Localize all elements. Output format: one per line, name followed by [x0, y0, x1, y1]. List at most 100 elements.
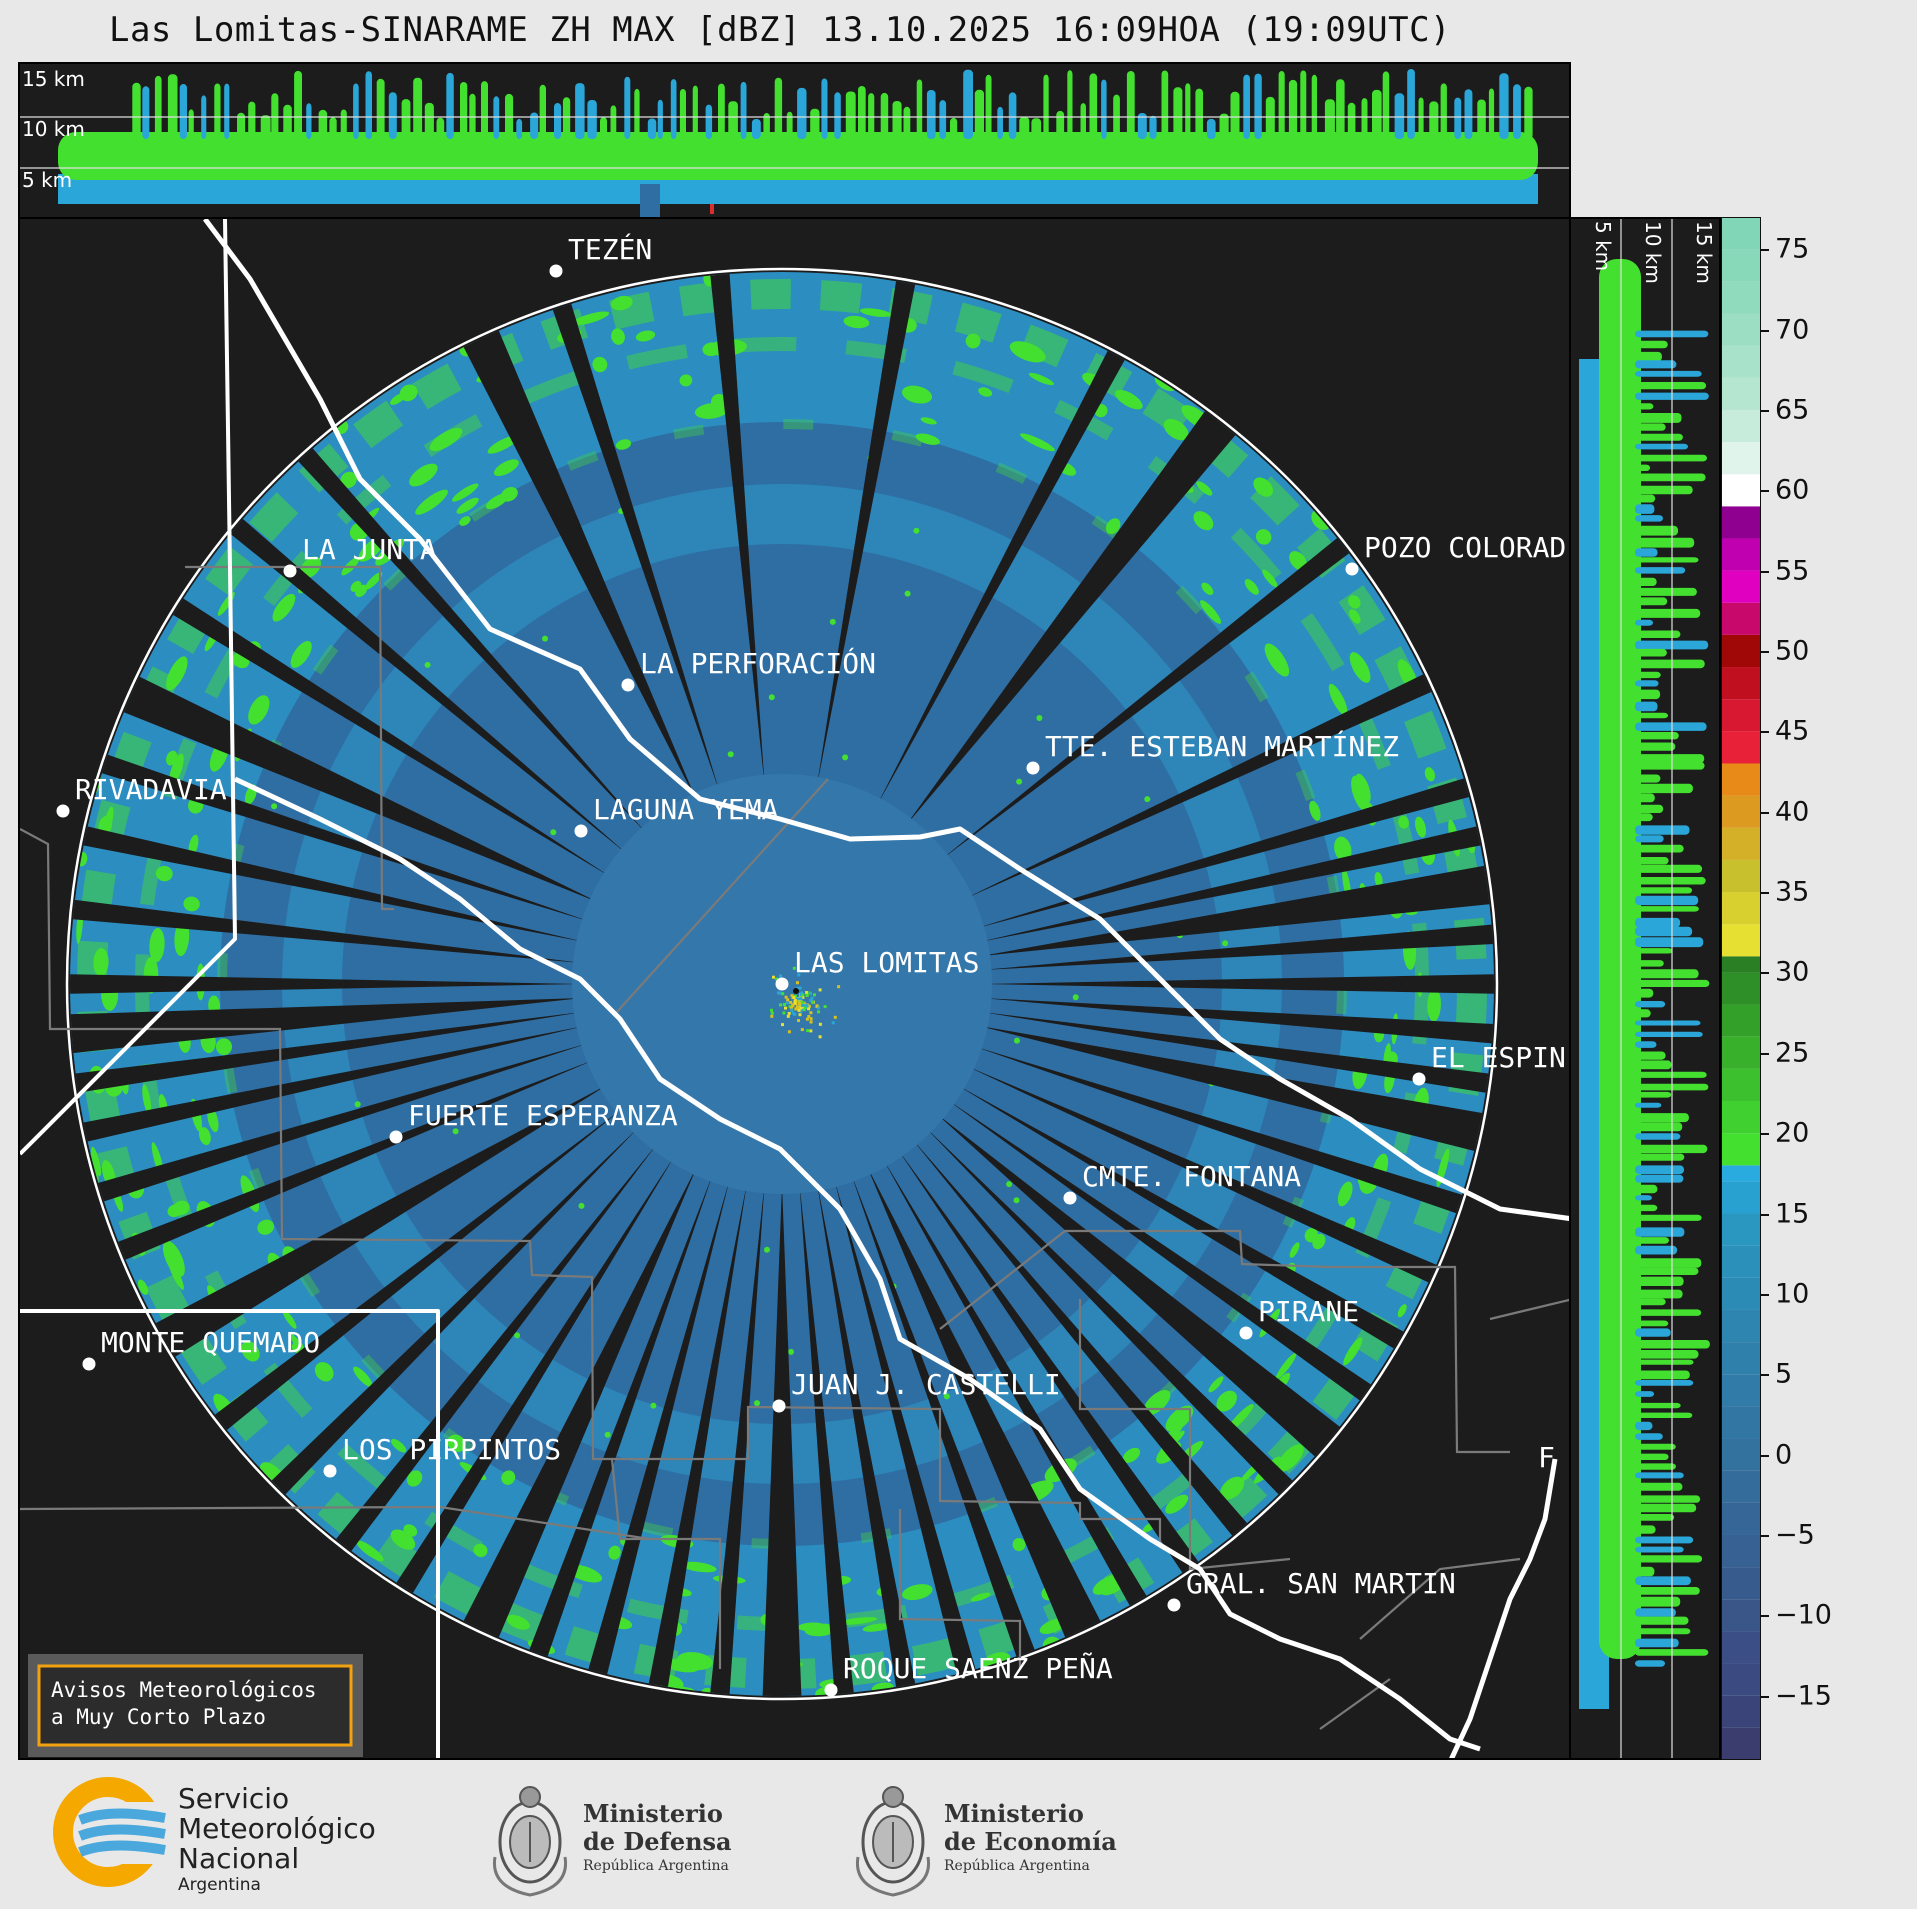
colorbar-tick-mark: [1761, 1133, 1769, 1136]
colorbar-tick: 40: [1775, 796, 1810, 828]
colorbar-tick-mark: [1761, 731, 1769, 734]
colorbar-tick: 20: [1775, 1117, 1810, 1149]
ministerio-defensa-logo: Ministerio de Defensa República Argentin…: [492, 1786, 732, 1897]
place-label-la-junta: LA JUNTA: [302, 533, 437, 566]
radar-range-ring: [65, 267, 1499, 1701]
colorbar-tick: 70: [1775, 314, 1810, 345]
smn-logo: Servicio Meteorológico Nacional Argentin…: [53, 1777, 376, 1895]
place-label-los-pirpintos: LOS PIRPINTOS: [342, 1433, 561, 1466]
right-height-label-10km: 10 km: [1641, 221, 1665, 284]
warning-box-line1: Avisos Meteorológicos: [51, 1678, 317, 1702]
place-label-laguna-yema: LAGUNA YEMA: [593, 793, 779, 826]
smn-line4: Argentina: [178, 1875, 261, 1895]
top-height-label-15km: 15 km: [22, 67, 85, 91]
smn-line2: Meteorológico: [178, 1812, 376, 1845]
place-label-pirane: PIRANE: [1258, 1295, 1359, 1328]
place-label-pozo-colorad: POZO COLORAD: [1364, 531, 1566, 564]
place-marker-tte-esteban-mart-nez: [1026, 761, 1040, 775]
colorbar-tick: 10: [1775, 1278, 1810, 1310]
colorbar-tick-mark: [1761, 1615, 1769, 1618]
place-marker-rivadavia: [56, 804, 70, 818]
warning-box[interactable]: Avisos Meteorológicos a Muy Corto Plazo: [28, 1654, 363, 1757]
colorbar-tick: −10: [1775, 1599, 1832, 1631]
defensa-line2: de Defensa: [583, 1827, 732, 1856]
smn-line1: Servicio: [178, 1782, 289, 1815]
right-height-label-5km: 5 km: [1591, 221, 1615, 271]
top-cross-section-echoes: [58, 69, 1538, 217]
place-label-el-espin: EL ESPIN: [1431, 1041, 1566, 1074]
place-marker-la-junta: [283, 564, 297, 578]
colorbar-tick-mark: [1761, 1293, 1769, 1296]
economia-line2: de Economía: [944, 1827, 1117, 1856]
place-marker-gral-san-martin: [1167, 1598, 1181, 1612]
colorbar-tick-mark: [1761, 811, 1769, 814]
colorbar-tick-mark: [1761, 409, 1769, 412]
colorbar-tick-mark: [1761, 570, 1769, 573]
provincial-borders: [20, 219, 1569, 1758]
place-marker-monte-quemado: [82, 1357, 96, 1371]
right-height-label-15km: 15 km: [1692, 221, 1716, 284]
defensa-line3: República Argentina: [583, 1858, 729, 1874]
place-marker-las-lomitas: [775, 977, 789, 991]
place-label-gral-san-martin: GRAL. SAN MARTIN: [1186, 1567, 1456, 1600]
top-cross-section-panel: 15 km 10 km 5 km: [18, 62, 1571, 219]
place-marker-el-espin: [1412, 1072, 1426, 1086]
economia-line1: Ministerio: [944, 1799, 1084, 1828]
department-boundaries: [20, 565, 1569, 1730]
colorbar-tick: 65: [1775, 394, 1810, 426]
colorbar-tick: 55: [1775, 555, 1810, 587]
ministerio-economia-logo: Ministerio de Economía República Argenti…: [855, 1786, 1117, 1897]
place-label-las-lomitas: LAS LOMITAS: [794, 946, 979, 979]
colorbar-tick-mark: [1761, 1534, 1769, 1537]
place-marker-tez-n: [549, 264, 563, 278]
place-label-tez-n: TEZÉN: [568, 232, 652, 266]
place-marker-laguna-yema: [574, 824, 588, 838]
economia-line3: República Argentina: [944, 1858, 1090, 1874]
coat-of-arms-icon: [492, 1786, 568, 1897]
colorbar-tick-mark: [1761, 1695, 1769, 1698]
place-label-monte-quemado: MONTE QUEMADO: [101, 1326, 320, 1359]
map-title: Las Lomitas-SINARAME ZH MAX [dBZ] 13.10.…: [108, 10, 1452, 50]
colorbar-tick: −15: [1775, 1680, 1832, 1712]
place-label-tte-esteban-mart-nez: TTE. ESTEBAN MARTÍNEZ: [1045, 729, 1399, 763]
colorbar-tick-mark: [1761, 650, 1769, 653]
place-marker-la-perforaci-n: [621, 678, 635, 692]
place-marker-pirane: [1239, 1326, 1253, 1340]
place-label-f: F: [1538, 1441, 1555, 1474]
top-height-label-10km: 10 km: [22, 117, 85, 141]
place-label-la-perforaci-n: LA PERFORACIÓN: [640, 646, 876, 680]
colorbar-tick-mark: [1761, 892, 1769, 895]
smn-line3: Nacional: [178, 1842, 299, 1875]
place-label-fuerte-esperanza: FUERTE ESPERANZA: [408, 1099, 678, 1132]
colorbar-tick: −5: [1775, 1519, 1815, 1551]
footer-logos: Servicio Meteorológico Nacional Argentin…: [0, 1762, 1917, 1909]
defensa-line1: Ministerio: [583, 1799, 723, 1828]
place-markers: TEZÉN LA JUNTA POZO COLORAD LA PERFORACIÓN T…: [56, 232, 1566, 1697]
place-label-juan-j-castelli: JUAN J. CASTELLI: [791, 1368, 1061, 1401]
place-label-rivadavia: RIVADAVIA: [75, 773, 227, 806]
colorbar-tick: 15: [1775, 1198, 1810, 1230]
right-cross-section-echoes: [1579, 259, 1710, 1709]
place-marker-cmte-fontana: [1063, 1191, 1077, 1205]
place-label-roque-saenz-pe-a: ROQUE SAENZ PEÑA: [843, 1651, 1113, 1685]
top-height-label-5km: 5 km: [22, 168, 72, 192]
colorbar-tick: 25: [1775, 1037, 1810, 1069]
colorbar-tick: 35: [1775, 876, 1810, 908]
place-label-cmte-fontana: CMTE. FONTANA: [1082, 1160, 1301, 1193]
colorbar-tick-mark: [1761, 329, 1769, 332]
place-marker-los-pirpintos: [323, 1464, 337, 1478]
colorbar-tick-mark: [1761, 1213, 1769, 1216]
radar-map-panel[interactable]: TEZÉN LA JUNTA POZO COLORAD LA PERFORACIÓN T…: [18, 217, 1571, 1760]
colorbar-tick: 60: [1775, 474, 1810, 506]
place-marker-fuerte-esperanza: [389, 1130, 403, 1144]
colorbar-tick: 50: [1775, 635, 1810, 667]
place-marker-pozo-colorad: [1345, 562, 1359, 576]
colorbar-tick: 0: [1775, 1439, 1793, 1471]
right-cross-section-panel: 5 km 10 km 15 km: [1569, 217, 1721, 1760]
colorbar-tick: 75: [1775, 233, 1810, 265]
colorbar-tick-mark: [1761, 1454, 1769, 1457]
place-marker-roque-saenz-pe-a: [824, 1683, 838, 1697]
colorbar-tick-mark: [1761, 1052, 1769, 1055]
colorbar-tick-mark: [1761, 490, 1769, 493]
colorbar-tick-mark: [1761, 972, 1769, 975]
